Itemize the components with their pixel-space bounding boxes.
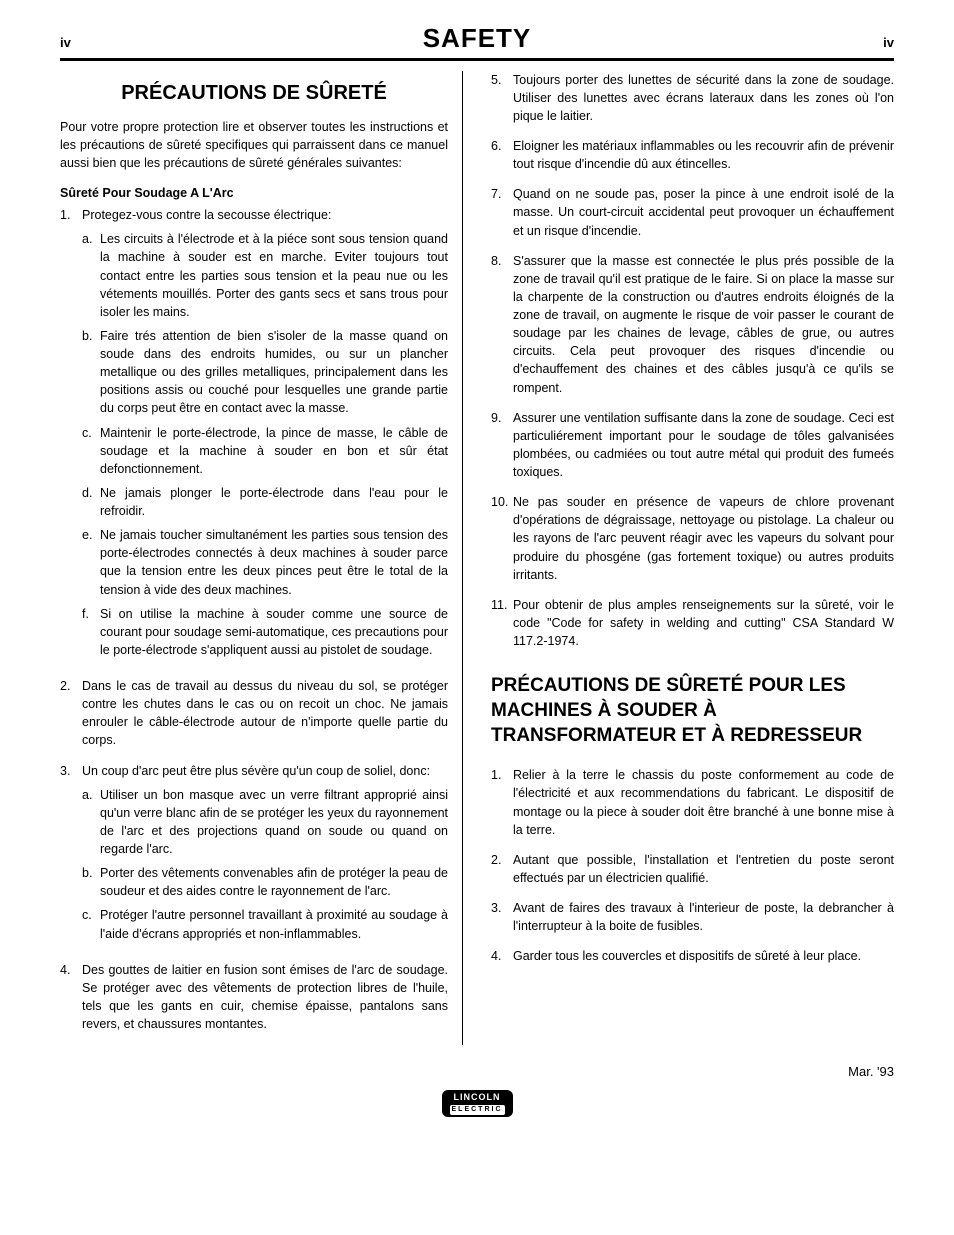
sub-letter: c. xyxy=(82,424,100,478)
sub-text: Utiliser un bon masque avec un verre fil… xyxy=(100,786,448,859)
item-text: Avant de faires des travaux à l'interieu… xyxy=(513,899,894,935)
list-item: 5.Toujours porter des lunettes de sécuri… xyxy=(491,71,894,125)
section2-numbered-list: 1.Relier à la terre le chassis du poste … xyxy=(491,766,894,965)
item-text: Dans le cas de travail au dessus du nive… xyxy=(82,677,448,750)
sub-item: b.Porter des vêtements convenables afin … xyxy=(82,864,448,900)
item-number: 4. xyxy=(491,947,513,965)
page-header: iv SAFETY iv xyxy=(60,20,894,61)
sub-letter: b. xyxy=(82,327,100,418)
sub-item: a.Les circuits à l'électrode et à la pié… xyxy=(82,230,448,321)
section-title: PRÉCAUTIONS DE SÛRETÉ xyxy=(60,79,448,108)
item-text: Assurer une ventilation suffisante dans … xyxy=(513,409,894,482)
logo-top-text: LINCOLN xyxy=(454,1092,501,1102)
sub-item: a.Utiliser un bon masque avec un verre f… xyxy=(82,786,448,859)
item-number: 6. xyxy=(491,137,513,173)
sub-item: c.Maintenir le porte-électrode, la pince… xyxy=(82,424,448,478)
list-item: 10.Ne pas souder en présence de vapeurs … xyxy=(491,493,894,584)
item-number: 3. xyxy=(60,762,82,949)
list-item: 9.Assurer une ventilation suffisante dan… xyxy=(491,409,894,482)
list-item: 4.Garder tous les couvercles et disposit… xyxy=(491,947,894,965)
sub-letter: a. xyxy=(82,786,100,859)
item-text: Ne pas souder en présence de vapeurs de … xyxy=(513,493,894,584)
item-number: 1. xyxy=(60,206,82,665)
sub-text: Ne jamais plonger le porte-électrode dan… xyxy=(100,484,448,520)
left-column: PRÉCAUTIONS DE SÛRETÉ Pour votre propre … xyxy=(60,71,463,1046)
item-text: Garder tous les couvercles et dispositif… xyxy=(513,947,894,965)
item-text: Quand on ne soude pas, poser la pince à … xyxy=(513,185,894,239)
sub-letter: e. xyxy=(82,526,100,599)
intro-paragraph: Pour votre propre protection lire et obs… xyxy=(60,118,448,172)
item-text: Toujours porter des lunettes de sécurité… xyxy=(513,71,894,125)
item-text: Des gouttes de laitier en fusion sont ém… xyxy=(82,961,448,1034)
numbered-list-continued: 5.Toujours porter des lunettes de sécuri… xyxy=(491,71,894,651)
sub-text: Faire trés attention de bien s'isoler de… xyxy=(100,327,448,418)
item-text: Eloigner les matériaux inflammables ou l… xyxy=(513,137,894,173)
list-item: 11.Pour obtenir de plus amples renseigne… xyxy=(491,596,894,650)
numbered-list: 1. Protegez-vous contre la secousse élec… xyxy=(60,206,448,1033)
list-item: 2.Autant que possible, l'installation et… xyxy=(491,851,894,887)
sub-text: Maintenir le porte-électrode, la pince d… xyxy=(100,424,448,478)
sub-text: Les circuits à l'électrode et à la piéce… xyxy=(100,230,448,321)
sub-item: e.Ne jamais toucher simultanément les pa… xyxy=(82,526,448,599)
item-number: 1. xyxy=(491,766,513,839)
sub-letter: c. xyxy=(82,906,100,942)
two-column-layout: PRÉCAUTIONS DE SÛRETÉ Pour votre propre … xyxy=(60,71,894,1046)
item-text: Un coup d'arc peut être plus sévère qu'u… xyxy=(82,764,430,778)
list-item: 4. Des gouttes de laitier en fusion sont… xyxy=(60,961,448,1034)
sub-item: b.Faire trés attention de bien s'isoler … xyxy=(82,327,448,418)
list-item: 1. Protegez-vous contre la secousse élec… xyxy=(60,206,448,665)
sub-heading: Sûreté Pour Soudage A L'Arc xyxy=(60,184,448,202)
item-text: S'assurer que la masse est connectée le … xyxy=(513,252,894,397)
item-number: 2. xyxy=(60,677,82,750)
sub-text: Protéger l'autre personnel travaillant à… xyxy=(100,906,448,942)
alpha-sublist: a.Utiliser un bon masque avec un verre f… xyxy=(82,786,448,943)
alpha-sublist: a.Les circuits à l'électrode et à la pié… xyxy=(82,230,448,659)
item-number: 8. xyxy=(491,252,513,397)
sub-text: Ne jamais toucher simultanément les part… xyxy=(100,526,448,599)
footer-date: Mar. '93 xyxy=(60,1063,894,1082)
item-text: Relier à la terre le chassis du poste co… xyxy=(513,766,894,839)
section2-title: PRÉCAUTIONS DE SÛRETÉ POUR LES MACHINES … xyxy=(491,674,894,748)
sub-letter: d. xyxy=(82,484,100,520)
item-number: 3. xyxy=(491,899,513,935)
logo-bottom-text: ELECTRIC xyxy=(450,1105,505,1115)
sub-text: Si on utilise la machine à souder comme … xyxy=(100,605,448,659)
page-number-left: iv xyxy=(60,34,71,53)
item-number: 5. xyxy=(491,71,513,125)
right-column: 5.Toujours porter des lunettes de sécuri… xyxy=(491,71,894,1046)
item-text: Pour obtenir de plus amples renseignemen… xyxy=(513,596,894,650)
page-number-right: iv xyxy=(883,34,894,53)
footer-logo-wrap: LINCOLN ELECTRIC xyxy=(60,1090,894,1117)
item-number: 2. xyxy=(491,851,513,887)
list-item: 3. Un coup d'arc peut être plus sévère q… xyxy=(60,762,448,949)
list-item: 8.S'assurer que la masse est connectée l… xyxy=(491,252,894,397)
sub-item: c.Protéger l'autre personnel travaillant… xyxy=(82,906,448,942)
sub-letter: b. xyxy=(82,864,100,900)
list-item: 7.Quand on ne soude pas, poser la pince … xyxy=(491,185,894,239)
sub-letter: f. xyxy=(82,605,100,659)
sub-letter: a. xyxy=(82,230,100,321)
list-item: 2. Dans le cas de travail au dessus du n… xyxy=(60,677,448,750)
lincoln-electric-logo: LINCOLN ELECTRIC xyxy=(442,1090,513,1117)
sub-item: f.Si on utilise la machine à souder comm… xyxy=(82,605,448,659)
item-text: Autant que possible, l'installation et l… xyxy=(513,851,894,887)
page-title: SAFETY xyxy=(423,20,532,58)
item-text: Protegez-vous contre la secousse électri… xyxy=(82,208,331,222)
item-number: 4. xyxy=(60,961,82,1034)
sub-item: d.Ne jamais plonger le porte-électrode d… xyxy=(82,484,448,520)
list-item: 6.Eloigner les matériaux inflammables ou… xyxy=(491,137,894,173)
sub-text: Porter des vêtements convenables afin de… xyxy=(100,864,448,900)
item-number: 9. xyxy=(491,409,513,482)
list-item: 1.Relier à la terre le chassis du poste … xyxy=(491,766,894,839)
list-item: 3.Avant de faires des travaux à l'interi… xyxy=(491,899,894,935)
item-number: 10. xyxy=(491,493,513,584)
item-number: 7. xyxy=(491,185,513,239)
item-number: 11. xyxy=(491,596,513,650)
